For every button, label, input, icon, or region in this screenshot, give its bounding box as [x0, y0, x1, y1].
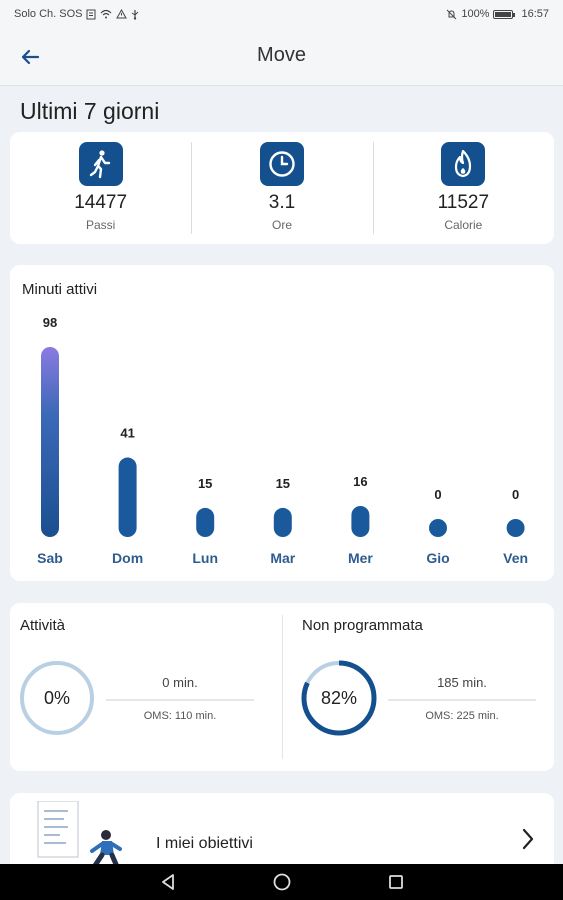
bar-value-label: 41 — [120, 426, 134, 441]
day-label: Sab — [37, 550, 63, 566]
goals-card[interactable]: I miei obiettivi — [10, 793, 554, 873]
section-title: Ultimi 7 giorni — [20, 98, 160, 124]
clock-time: 16:57 — [521, 8, 549, 20]
day-label: Mar — [270, 550, 295, 566]
walking-icon — [78, 142, 123, 186]
progress-percent: 82% — [320, 688, 358, 708]
activity-unscheduled[interactable]: Non programmata 82% 185 min. OMS: 225 mi… — [292, 603, 563, 771]
goals-label: I miei obiettivi — [156, 835, 253, 852]
bar-value-label: 15 — [276, 476, 290, 491]
oms-target: OMS: 110 min. — [143, 710, 217, 722]
bar-value-label: 0 — [434, 487, 441, 502]
bar-mer — [351, 505, 370, 537]
oms-target: OMS: 225 min. — [425, 710, 499, 722]
mute-icon — [446, 9, 457, 19]
divider — [106, 699, 254, 701]
progress-ring — [20, 661, 94, 735]
day-label: Lun — [192, 550, 218, 566]
triangle-back-icon — [161, 874, 174, 890]
chart-title: Minuti attivi — [22, 281, 98, 298]
bar-mar — [273, 507, 292, 537]
steps-value: 14477 — [74, 192, 128, 213]
summary-stats-card: 14477 Passi 3.1 Ore 11527 Calorie — [10, 132, 554, 244]
hours-label: Ore — [271, 218, 292, 232]
day-label: Mer — [348, 550, 373, 566]
wifi-icon — [101, 9, 112, 19]
battery-icon — [493, 9, 516, 19]
warning-icon — [116, 9, 128, 19]
bar-value-label: 15 — [198, 476, 212, 491]
arrow-left-icon — [21, 49, 40, 65]
stat-steps[interactable]: 14477 Passi — [10, 132, 191, 244]
progress-percent: 0% — [43, 688, 70, 708]
activity-minutes: 185 min. — [437, 675, 487, 690]
nav-recents-button[interactable] — [384, 870, 408, 894]
activity-scheduled[interactable]: Attività 0% 0 min. OMS: 110 min. — [10, 603, 282, 771]
day-label: Dom — [112, 550, 143, 566]
back-button[interactable] — [14, 42, 46, 72]
steps-label: Passi — [85, 218, 116, 232]
square-recents-icon — [388, 875, 403, 889]
page-title: Move — [257, 44, 306, 66]
circle-home-icon — [273, 873, 290, 891]
stat-hours[interactable]: 3.1 Ore — [191, 132, 372, 244]
activity-unscheduled-title: Non programmata — [302, 617, 423, 634]
bar-lun — [196, 507, 215, 537]
hours-value: 3.1 — [268, 192, 296, 213]
clock-icon — [259, 142, 304, 186]
usb-icon — [132, 9, 139, 20]
bar-dom — [118, 457, 137, 537]
day-label: Ven — [503, 550, 528, 566]
ring-progress-arc — [301, 660, 377, 736]
nav-home-button[interactable] — [270, 870, 294, 894]
calories-label: Calorie — [444, 218, 483, 232]
progress-ring — [301, 660, 377, 736]
status-bar: Solo Ch. SOS 100% 16:57 — [0, 0, 563, 28]
active-minutes-card: Minuti attivi 98 Sab 41 Dom 15 Lun 15 Mar 16 Mer 0… — [10, 265, 554, 581]
column-divider — [282, 615, 283, 759]
bar-value-label: 98 — [43, 315, 57, 330]
activity-card: Attività 0% 0 min. OMS: 110 min. Non pro… — [10, 603, 554, 771]
activity-minutes: 0 min. — [162, 675, 198, 690]
nav-back-button[interactable] — [156, 870, 180, 894]
calories-value: 11527 — [437, 192, 490, 213]
stat-calories[interactable]: 11527 Calorie — [372, 132, 554, 244]
bar-sab — [41, 347, 59, 537]
bar-ven — [506, 519, 525, 537]
system-nav-bar — [0, 864, 563, 900]
activity-scheduled-title: Attività — [20, 617, 66, 634]
ring-track — [20, 661, 94, 735]
day-label: Gio — [426, 550, 449, 566]
goals-illustration — [37, 801, 122, 872]
divider — [388, 699, 536, 701]
flame-icon — [441, 142, 486, 186]
chevron-right-icon[interactable] — [516, 827, 540, 857]
battery-percent: 100% — [461, 8, 490, 20]
app-bar: Move — [0, 28, 563, 86]
active-minutes-chart: 98 Sab 41 Dom 15 Lun 15 Mar 16 Mer 0 Gio 0 Ven — [37, 315, 528, 566]
bar-gio — [429, 519, 447, 537]
sim-icon — [86, 9, 96, 19]
bar-value-label: 16 — [353, 474, 367, 489]
carrier-label: Solo Ch. SOS — [14, 8, 83, 20]
bar-value-label: 0 — [512, 487, 519, 502]
